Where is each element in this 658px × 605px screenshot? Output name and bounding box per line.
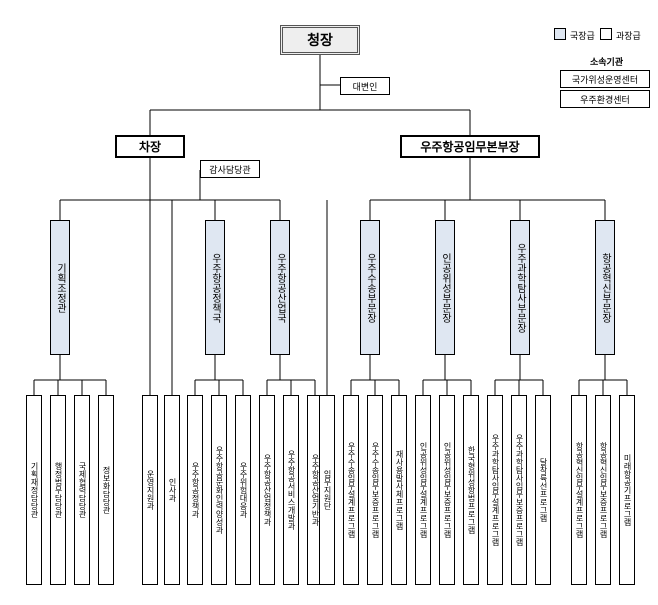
leaf-1: 기획재정담당관	[26, 395, 42, 585]
leaf-25: 미래항공기프로그램	[619, 395, 635, 585]
legend-label-b: 과장급	[616, 29, 641, 42]
leaf-19: 한국형위성항법프로그램	[463, 395, 479, 585]
node-hq: 우주항공임무본부장	[400, 135, 540, 158]
head-3: 우주항공산업국	[270, 220, 290, 355]
head-2: 우주항공정책국	[205, 220, 225, 355]
leaf-17: 인공위성임무설계프로그램	[415, 395, 431, 585]
head-4: 우주수송부문장	[360, 220, 380, 355]
legend-label-a: 국장급	[570, 29, 595, 42]
legend-org-2: 우주환경센터	[560, 90, 650, 108]
leaf-16: 재사용발사체프로그램	[391, 395, 407, 585]
leaf-14: 우주수송임무설계프로그램	[343, 395, 359, 585]
leaf-24: 항공혁신임무보증프로그램	[595, 395, 611, 585]
leaf-7: 우주항공정책과	[187, 395, 203, 585]
head-7: 항공혁신부문장	[595, 220, 615, 355]
leaf-4: 정보화담당관	[98, 395, 114, 585]
legend-swatch-a	[554, 28, 566, 40]
leaf-8: 우주항공문화인력양성과	[211, 395, 227, 585]
leaf-18: 인공위성임무보증프로그램	[439, 395, 455, 585]
leaf-21: 우주과학탐사임무보증프로그램	[511, 395, 527, 585]
legend-swatch-b	[600, 28, 612, 40]
leaf-20: 우주과학탐사임무설계프로그램	[487, 395, 503, 585]
leaf-6: 인사과	[164, 395, 180, 585]
leaf-23: 항공혁신임무설계프로그램	[571, 395, 587, 585]
leaf-11: 우주항공서비스개발과	[283, 395, 299, 585]
node-spokesperson: 대변인	[340, 77, 390, 95]
leaf-5: 운영지원과	[142, 395, 158, 585]
leaf-15: 우주수송임무보증프로그램	[367, 395, 383, 585]
node-vice: 차장	[115, 135, 185, 158]
node-minister: 청장	[280, 25, 360, 55]
head-5: 인공위성부문장	[435, 220, 455, 355]
leaf-3: 국제협력담당관	[74, 395, 90, 585]
leaf-22: 달착륙선프로그램	[535, 395, 551, 585]
legend-title: 소속기관	[590, 55, 623, 68]
leaf-9: 우주위험대응과	[235, 395, 251, 585]
head-6: 우주과학탐사부문장	[510, 220, 530, 355]
node-audit: 감사담당관	[200, 160, 260, 178]
head-1: 기획조정관	[50, 220, 70, 355]
legend-org-1: 국가위성운영센터	[560, 70, 650, 88]
leaf-13: 임무지원단	[319, 395, 335, 585]
leaf-2: 행정법무담당관	[50, 395, 66, 585]
leaf-10: 우주항공산업정책과	[259, 395, 275, 585]
